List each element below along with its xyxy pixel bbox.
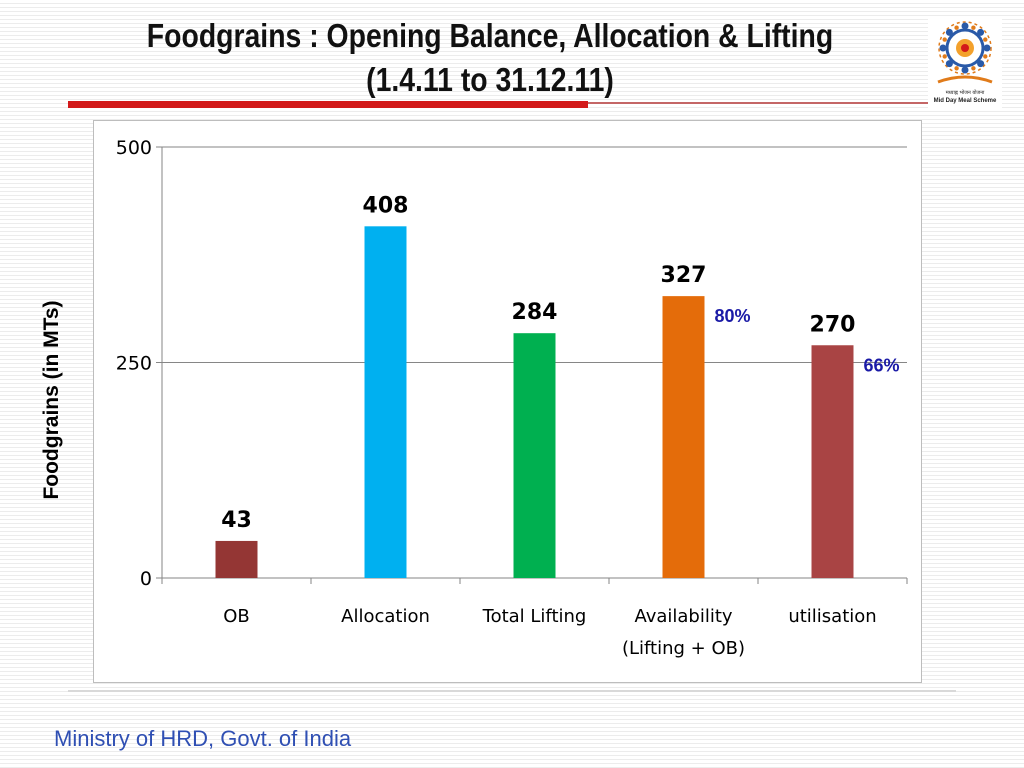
logo-emblem-icon: मध्याह्न भोजन योजना Mid Day Meal Scheme [934,21,997,104]
y-tick-label: 500 [116,137,152,159]
footer-text: Ministry of HRD, Govt. of India [54,726,352,751]
title-underline-thin [588,102,956,104]
x-tick-label: Total Lifting [482,606,587,627]
x-tick-label-line: Allocation [341,606,430,627]
slide-title-line1: Foodgrains : Opening Balance, Allocation… [146,17,834,54]
x-tick-label: Availability (Lifting + OB) [622,606,745,659]
x-tick-label-line: Total Lifting [482,606,587,627]
bar [215,540,258,578]
logo-caption: Mid Day Meal Scheme [934,98,997,104]
x-tick-label-line: utilisation [788,606,876,627]
data-label: 327 [661,263,707,288]
footer-divider [68,690,956,692]
data-label: 284 [512,300,558,325]
x-tick-label: OB [223,606,250,627]
y-tick-label: 250 [116,353,152,375]
x-tick-label: Allocation [341,606,430,627]
bar [364,226,407,578]
data-label: 270 [810,312,856,337]
bar [811,345,854,578]
data-label: 43 [221,508,252,533]
y-axis-title-text: Foodgrains (in MTs) [40,300,63,500]
chart-area: 0 250 500 43 OB 408 Allocation 284 Total Lifting… [93,120,922,683]
mid-day-meal-logo: मध्याह्न भोजन योजना Mid Day Meal Scheme [928,16,1002,108]
x-tick-label-line: (Lifting + OB) [622,638,745,659]
slide-title-line2: (1.4.11 to 31.12.11) [366,61,614,98]
percentage-annotation: 80% [715,306,751,326]
x-tick-label: utilisation [788,606,876,627]
slide-title: Foodgrains : Opening Balance, Allocation… [120,14,860,102]
x-tick-label-line: OB [223,606,250,627]
data-label: 408 [363,193,409,218]
bar [662,296,705,578]
bar [513,333,556,578]
x-tick-label-line: Availability [634,606,732,627]
percentage-annotation: 66% [864,355,900,375]
title-underline-red [68,101,588,108]
bar-chart: 0 250 500 43 OB 408 Allocation 284 Total Lifting… [116,137,908,659]
y-tick-label: 0 [140,568,152,590]
logo-caption-hindi: मध्याह्न भोजन योजना [946,89,985,96]
